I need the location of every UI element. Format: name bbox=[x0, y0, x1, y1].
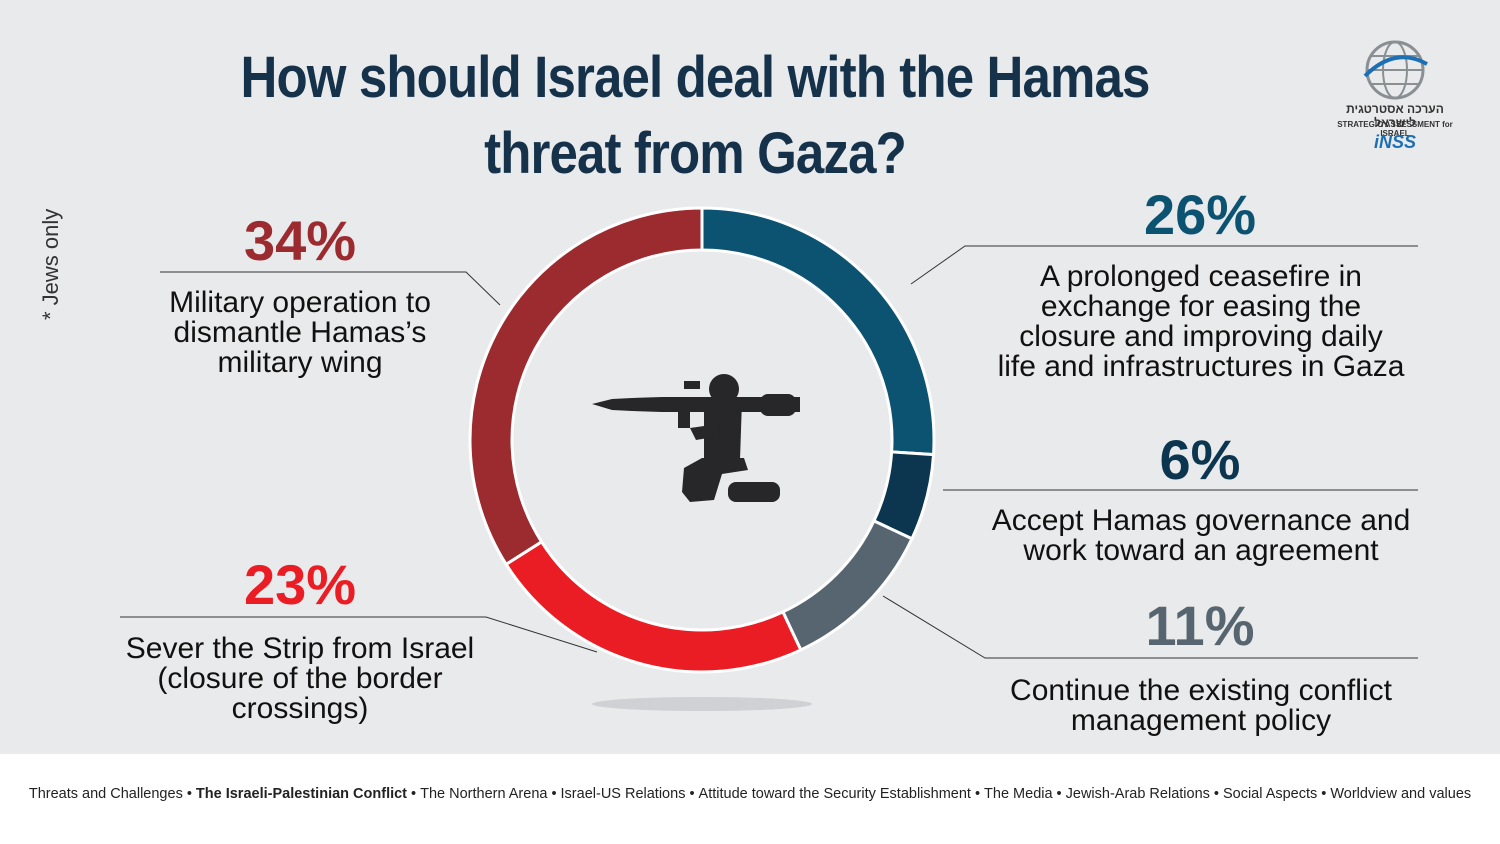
label-accept: Accept Hamas governance and work toward … bbox=[975, 506, 1427, 566]
pct-ceasefire: 26% bbox=[1143, 183, 1257, 246]
pct-military: 34% bbox=[243, 209, 357, 272]
leader-line-ceasefire bbox=[910, 245, 1418, 285]
footer-separator: • bbox=[974, 786, 981, 802]
footer-separator: • bbox=[689, 786, 695, 802]
footer-topic-link[interactable]: Israel-US Relations bbox=[560, 786, 686, 802]
donut-slice-continue bbox=[780, 518, 914, 652]
footer-topic-link[interactable]: Jewish-Arab Relations bbox=[1065, 786, 1210, 802]
label-line: Continue the existing conflict bbox=[1010, 674, 1392, 707]
label-line: management policy bbox=[1070, 704, 1332, 737]
label-line: crossings) bbox=[231, 692, 369, 725]
footer-separator: • bbox=[411, 786, 417, 802]
label-sever: Sever the Strip from Israel (closure of … bbox=[100, 634, 500, 724]
footer-topic-link[interactable]: Social Aspects bbox=[1222, 786, 1318, 802]
logo-english-text: STRATEGIC ASSESSMENT for ISRAEL bbox=[1337, 120, 1453, 138]
chart-shadow bbox=[592, 697, 812, 711]
footer-topic-link[interactable]: The Media bbox=[984, 786, 1053, 802]
donut-slice-sever bbox=[504, 539, 803, 674]
leader-line-sever bbox=[120, 616, 598, 653]
page-title: How should Israel deal with the Hamas th… bbox=[240, 45, 1150, 186]
footer-separator: • bbox=[1321, 786, 1327, 802]
label-line: work toward an agreement bbox=[1023, 534, 1379, 567]
logo-hebrew-text: הערכה אסטרטגית לישראל bbox=[1346, 102, 1444, 130]
globe-icon bbox=[1363, 40, 1428, 100]
label-line: military wing bbox=[217, 346, 383, 379]
pct-accept: 6% bbox=[1159, 428, 1241, 491]
label-line: (closure of the border bbox=[157, 662, 443, 695]
logo-brand: iNSS bbox=[1373, 132, 1416, 152]
label-military: Military operation to dismantle Hamas’s … bbox=[120, 288, 480, 378]
footer-topic-link[interactable]: The Israeli-Palestinian Conflict bbox=[195, 786, 408, 802]
pct-continue: 11% bbox=[1145, 594, 1255, 657]
donut-chart bbox=[120, 206, 1418, 711]
footer-separator: • bbox=[1213, 786, 1219, 802]
label-line: Accept Hamas governance and bbox=[991, 504, 1411, 537]
label-continue: Continue the existing conflict managemen… bbox=[975, 676, 1427, 736]
footer-topic-link[interactable]: Worldview and values bbox=[1330, 786, 1472, 802]
leader-line-continue bbox=[882, 595, 1418, 659]
label-ceasefire: A prolonged ceasefire in exchange for ea… bbox=[975, 262, 1427, 382]
leader-line-military bbox=[160, 271, 501, 306]
donut-slice-military bbox=[468, 206, 704, 567]
label-line: life and infrastructures in Gaza bbox=[997, 350, 1405, 383]
label-line: Military operation to bbox=[169, 286, 431, 319]
footer-separator: • bbox=[186, 786, 192, 802]
label-line: closure and improving daily bbox=[1019, 320, 1383, 353]
soldier-rpg-icon bbox=[592, 374, 800, 502]
footer-topic-link[interactable]: The Northern Arena bbox=[420, 786, 548, 802]
footer-separator: • bbox=[1056, 786, 1062, 802]
pct-sever: 23% bbox=[243, 553, 357, 616]
footer-separator: • bbox=[551, 786, 557, 802]
inss-logo: הערכה אסטרטגית לישראל STRATEGIC ASSESSME… bbox=[1325, 38, 1465, 158]
label-line: dismantle Hamas’s bbox=[173, 316, 427, 349]
label-line: exchange for easing the bbox=[1040, 290, 1362, 323]
label-line: Sever the Strip from Israel bbox=[125, 632, 475, 665]
footer-topic-link[interactable]: Attitude toward the Security Establishme… bbox=[698, 786, 971, 802]
topic-navigation: Threats and Challenges • The Israeli-Pales… bbox=[0, 786, 1500, 802]
footer-topic-link[interactable]: Threats and Challenges bbox=[28, 786, 183, 802]
label-line: A prolonged ceasefire in bbox=[1040, 260, 1362, 293]
